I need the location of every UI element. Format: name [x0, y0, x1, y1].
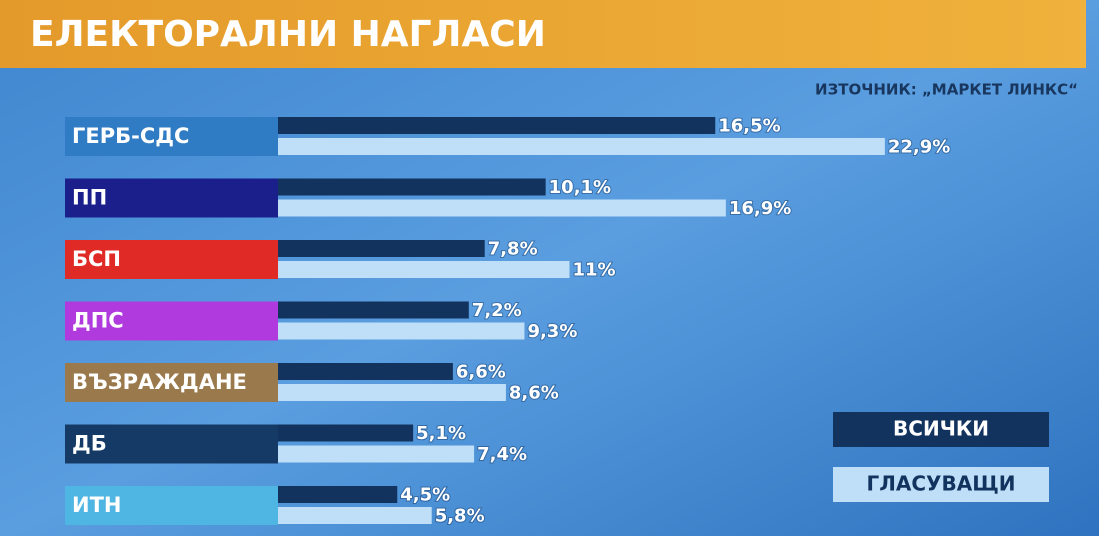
value-label: 5,1%	[416, 423, 466, 444]
value-label: 10,1%	[549, 177, 611, 198]
category-label: ГЕРБ-СДС	[72, 124, 189, 148]
header-bar	[0, 0, 1086, 68]
legend-label: ВСИЧКИ	[893, 417, 989, 441]
value-label: 22,9%	[888, 137, 950, 158]
legend-swatch	[833, 412, 1049, 447]
bar	[278, 507, 432, 524]
value-label: 11%	[573, 260, 616, 281]
value-label: 9,3%	[527, 321, 577, 342]
bar	[278, 240, 485, 257]
legend-label: ГЛАСУВАЩИ	[867, 472, 1016, 496]
bar	[278, 261, 570, 278]
category-box	[65, 240, 278, 279]
bar	[278, 363, 453, 380]
bar	[278, 178, 546, 196]
value-label: 8,6%	[509, 383, 559, 404]
value-label: 16,9%	[729, 198, 791, 219]
bar	[278, 117, 716, 134]
bar	[278, 384, 506, 401]
category-box	[65, 301, 278, 341]
category-box	[65, 117, 278, 156]
value-label: 16,5%	[718, 116, 780, 137]
bar	[278, 322, 525, 340]
category-label: ПП	[72, 186, 107, 210]
bar	[278, 301, 469, 319]
chart-title: ЕЛЕКТОРАЛНИ НАГЛАСИ	[30, 14, 546, 55]
value-label: 6,6%	[456, 362, 506, 383]
category-label: ДБ	[72, 432, 107, 456]
bar	[278, 424, 414, 442]
bar	[278, 445, 475, 463]
value-label: 7,2%	[472, 300, 522, 321]
category-box	[65, 486, 278, 525]
bar	[278, 486, 398, 503]
value-label: 4,5%	[400, 485, 450, 506]
category-label: ВЪЗРАЖДАНЕ	[72, 370, 247, 394]
category-label: ДПС	[72, 309, 124, 333]
category-box	[65, 178, 278, 218]
category-box	[65, 363, 278, 402]
category-label: БСП	[72, 247, 121, 271]
bar	[278, 138, 885, 155]
category-label: ИТН	[72, 493, 121, 517]
value-label: 7,8%	[488, 239, 538, 260]
legend-swatch	[833, 467, 1049, 502]
category-box	[65, 424, 278, 464]
bar	[278, 199, 726, 217]
value-label: 7,4%	[477, 444, 527, 465]
source: ИЗТОЧНИК: „МАРКЕТ ЛИНКС“	[815, 81, 1078, 99]
value-label: 5,8%	[435, 506, 485, 527]
